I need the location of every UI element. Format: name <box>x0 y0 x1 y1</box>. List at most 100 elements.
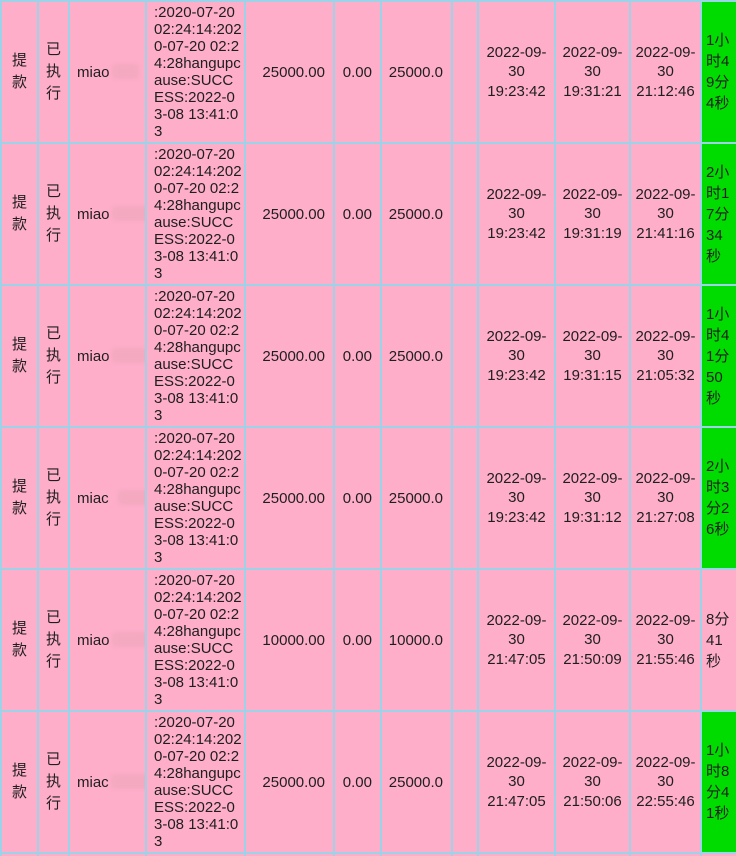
blank-cell <box>451 568 479 712</box>
actual-amount-cell: 25000.0 <box>380 426 453 570</box>
apply-time-cell: 2022-09-30 21:47:05 <box>477 568 556 712</box>
duration-cell: 2小时17分34秒 <box>700 142 736 286</box>
username-redaction-blur <box>111 63 139 79</box>
remark-cell: :2020-07-20 02:24:14:2020-07-20 02:24:28… <box>145 710 246 854</box>
blank-cell <box>451 710 479 854</box>
transaction-type-cell: 提款 <box>0 142 39 286</box>
apply-time-cell: 2022-09-30 19:23:42 <box>477 426 556 570</box>
transaction-type-cell: 提款 <box>0 0 39 144</box>
table-row: 提款 已执行 miao :2020-07-20 02:24:14:2020-07… <box>0 284 736 428</box>
fee-cell: 0.00 <box>333 426 382 570</box>
blank-cell <box>451 0 479 144</box>
table-row: 提款 已执行 miao :2020-07-20 02:24:14:2020-07… <box>0 852 736 856</box>
username-cell: miao <box>68 142 147 286</box>
fee-cell: 0.00 <box>333 142 382 286</box>
transaction-type-cell: 提款 <box>0 568 39 712</box>
remark-cell: :2020-07-20 02:24:14:2020-07-20 02:24:28… <box>145 426 246 570</box>
duration-cell: 1小时41分50秒 <box>700 284 736 428</box>
table-row: 提款 已执行 miao :2020-07-20 02:24:14:2020-07… <box>0 0 736 144</box>
actual-amount-cell: 10000.0 <box>380 568 453 712</box>
process-time-cell: 2022-09-30 19:31:21 <box>554 0 631 144</box>
process-time-cell: 2022-09-30 19:31:19 <box>554 142 631 286</box>
amount-cell: 25000.00 <box>244 0 335 144</box>
process-time-cell: 2022-09-30 21:50:06 <box>554 710 631 854</box>
duration-cell: 1小时8分41秒 <box>700 710 736 854</box>
fee-cell: 0.00 <box>333 284 382 428</box>
username-cell: miao <box>68 0 147 144</box>
table-row: 提款 已执行 miac :2020-07-20 02:24:14:2020-07… <box>0 710 736 854</box>
username-cell: miao <box>68 852 147 856</box>
amount-cell: 25000.00 <box>244 852 335 856</box>
duration-cell: 8分41秒 <box>700 568 736 712</box>
transaction-type-cell: 提款 <box>0 284 39 428</box>
username-cell: miao <box>68 284 147 428</box>
blank-cell <box>451 142 479 286</box>
actual-amount-cell: 25000.0 <box>380 852 453 856</box>
table-row: 提款 已执行 miao :2020-07-20 02:24:14:2020-07… <box>0 568 736 712</box>
finish-time-cell: 2022-09-30 21:12:46 <box>629 0 702 144</box>
status-cell: 已执行 <box>37 284 70 428</box>
remark-cell: :2020-07-20 02:24:14:2020-07-20 02:24:28… <box>145 852 246 856</box>
username-text: miao <box>77 205 110 223</box>
status-cell: 已执行 <box>37 426 70 570</box>
blank-cell <box>451 426 479 570</box>
process-time-cell: 2022-09-30 21:49:57 <box>554 852 631 856</box>
status-cell: 已执行 <box>37 710 70 854</box>
apply-time-cell: 2022-09-30 19:23:42 <box>477 142 556 286</box>
username-cell: miac <box>68 710 147 854</box>
username-text: miao <box>77 347 110 365</box>
finish-time-cell: 2022-09-30 21:05:32 <box>629 284 702 428</box>
username-text: miac <box>77 773 109 791</box>
apply-time-cell: 2022-09-30 21:47:05 <box>477 852 556 856</box>
username-redaction-blur <box>117 489 144 505</box>
status-cell: 已执行 <box>37 568 70 712</box>
fee-cell: 0.00 <box>333 568 382 712</box>
username-text: miao <box>77 631 110 649</box>
actual-amount-cell: 25000.0 <box>380 710 453 854</box>
username-text: miao <box>77 63 110 81</box>
amount-cell: 25000.00 <box>244 426 335 570</box>
amount-cell: 10000.00 <box>244 568 335 712</box>
remark-cell: :2020-07-20 02:24:14:2020-07-20 02:24:28… <box>145 0 246 144</box>
fee-cell: 0.00 <box>333 710 382 854</box>
username-text: miac <box>77 489 109 507</box>
username-redaction-blur <box>111 631 144 647</box>
finish-time-cell: 2022-09-30 21:27:08 <box>629 426 702 570</box>
process-time-cell: 2022-09-30 19:31:15 <box>554 284 631 428</box>
username-redaction-blur <box>110 773 144 789</box>
username-cell: miac <box>68 426 147 570</box>
duration-cell: 2小时3分26秒 <box>700 426 736 570</box>
amount-cell: 25000.00 <box>244 710 335 854</box>
apply-time-cell: 2022-09-30 19:23:42 <box>477 0 556 144</box>
status-cell: 已执行 <box>37 852 70 856</box>
apply-time-cell: 2022-09-30 21:47:05 <box>477 710 556 854</box>
duration-cell: 1小时49分4秒 <box>700 0 736 144</box>
process-time-cell: 2022-09-30 21:50:09 <box>554 568 631 712</box>
username-redaction-blur <box>111 205 144 221</box>
blank-cell <box>451 852 479 856</box>
process-time-cell: 2022-09-30 19:31:12 <box>554 426 631 570</box>
finish-time-cell: 2022-09-30 22:55:46 <box>629 710 702 854</box>
amount-cell: 25000.00 <box>244 284 335 428</box>
actual-amount-cell: 25000.0 <box>380 284 453 428</box>
table-row: 提款 已执行 miao :2020-07-20 02:24:14:2020-07… <box>0 142 736 286</box>
remark-cell: :2020-07-20 02:24:14:2020-07-20 02:24:28… <box>145 284 246 428</box>
status-cell: 已执行 <box>37 142 70 286</box>
table-row: 提款 已执行 miac :2020-07-20 02:24:14:2020-07… <box>0 426 736 570</box>
actual-amount-cell: 25000.0 <box>380 142 453 286</box>
fee-cell: 0.00 <box>333 0 382 144</box>
remark-cell: :2020-07-20 02:24:14:2020-07-20 02:24:28… <box>145 568 246 712</box>
apply-time-cell: 2022-09-30 19:23:42 <box>477 284 556 428</box>
username-cell: miao <box>68 568 147 712</box>
username-redaction-blur <box>111 347 144 363</box>
finish-time-cell: 2022-09-30 21:55:46 <box>629 568 702 712</box>
finish-time-cell: 2022-09-30 21:55:31 <box>629 852 702 856</box>
actual-amount-cell: 25000.0 <box>380 0 453 144</box>
transaction-type-cell: 提款 <box>0 710 39 854</box>
amount-cell: 25000.00 <box>244 142 335 286</box>
fee-cell: 0.00 <box>333 852 382 856</box>
blank-cell <box>451 284 479 428</box>
status-cell: 已执行 <box>37 0 70 144</box>
